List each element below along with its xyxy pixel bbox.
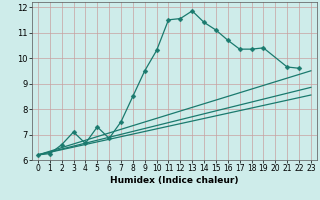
X-axis label: Humidex (Indice chaleur): Humidex (Indice chaleur) [110, 176, 239, 185]
